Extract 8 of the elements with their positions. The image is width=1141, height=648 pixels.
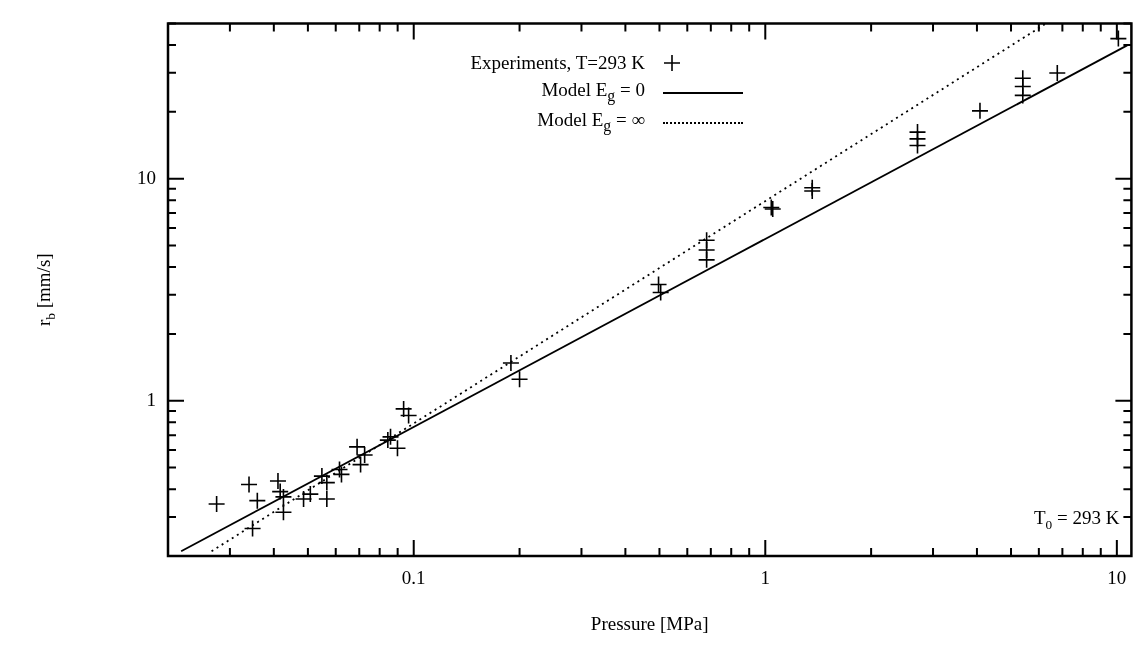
x-tick-label: 1 [760,567,771,589]
legend-label: Model E$_{g}$ = 0 [541,78,645,107]
legend-label: Experiments, T=293 K [470,51,645,75]
x-axis-title: Pressure [MPa] [590,613,709,634]
x-tick-label: 0.1 [401,567,426,589]
y-axis-title: rb [mm/s] [33,253,58,327]
x-tick-label: 10 [1107,567,1127,589]
legend-label: Model E$_{g}$ = ∞ [537,108,645,137]
